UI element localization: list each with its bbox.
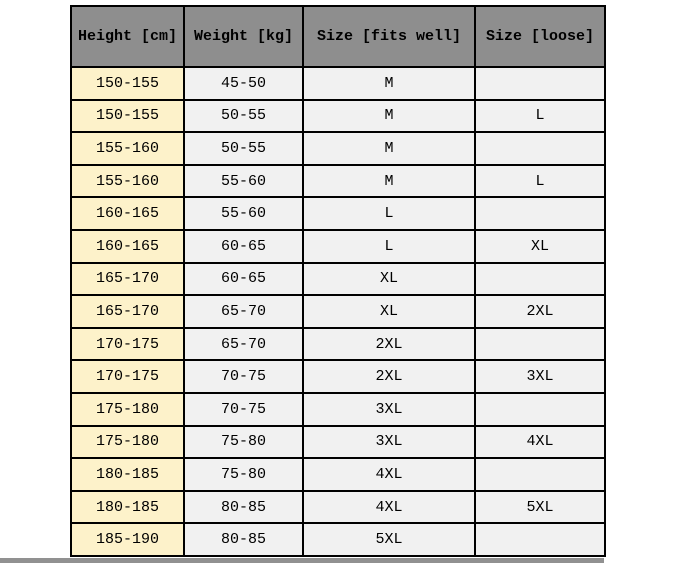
height-cell: 185-190: [70, 522, 185, 557]
height-cell: 160-165: [70, 196, 185, 231]
size-fits-well-cell: XL: [302, 294, 476, 329]
size-fits-well-cell: 2XL: [302, 326, 476, 362]
size-chart-header: Height [cm] Weight [kg] Size [fits well]…: [70, 5, 606, 68]
size-fits-well-cell: 4XL: [302, 489, 476, 525]
size-fits-well-cell: L: [302, 228, 476, 264]
weight-cell: 50-55: [183, 98, 304, 134]
table-row: 160-165 60-65 L XL: [70, 228, 606, 264]
weight-cell: 55-60: [183, 163, 304, 199]
weight-cell: 65-70: [183, 294, 304, 329]
table-row: 155-160 55-60 M L: [70, 163, 606, 199]
table-row: 180-185 80-85 4XL 5XL: [70, 489, 606, 525]
column-header-weight: Weight [kg]: [183, 5, 304, 68]
height-cell: 160-165: [70, 228, 185, 264]
size-fits-well-cell: M: [302, 163, 476, 199]
size-fits-well-cell: M: [302, 66, 476, 101]
weight-cell: 70-75: [183, 359, 304, 394]
table-row: 180-185 75-80 4XL: [70, 457, 606, 492]
weight-cell: 50-55: [183, 131, 304, 166]
table-row: 170-175 65-70 2XL: [70, 326, 606, 362]
size-loose-cell: [474, 261, 606, 297]
size-loose-cell: L: [474, 98, 606, 134]
size-loose-cell: [474, 326, 606, 362]
weight-cell: 65-70: [183, 326, 304, 362]
header-row: Height [cm] Weight [kg] Size [fits well]…: [70, 5, 606, 68]
size-fits-well-cell: 3XL: [302, 391, 476, 427]
height-cell: 170-175: [70, 359, 185, 394]
table-row: 165-170 65-70 XL 2XL: [70, 294, 606, 329]
size-chart-table: Height [cm] Weight [kg] Size [fits well]…: [70, 5, 606, 557]
table-row: 175-180 75-80 3XL 4XL: [70, 424, 606, 460]
weight-cell: 70-75: [183, 391, 304, 427]
size-fits-well-cell: 3XL: [302, 424, 476, 460]
size-chart-body: 150-155 45-50 M 150-155 50-55 M L 155-160 50-55 M…: [70, 66, 606, 557]
height-cell: 180-185: [70, 457, 185, 492]
weight-cell: 45-50: [183, 66, 304, 101]
weight-cell: 75-80: [183, 424, 304, 460]
height-cell: 150-155: [70, 98, 185, 134]
table-row: 150-155 50-55 M L: [70, 98, 606, 134]
weight-cell: 60-65: [183, 228, 304, 264]
height-cell: 170-175: [70, 326, 185, 362]
size-loose-cell: L: [474, 163, 606, 199]
size-loose-cell: 3XL: [474, 359, 606, 394]
bottom-gray-bar: [0, 558, 604, 563]
size-loose-cell: [474, 391, 606, 427]
table-row: 160-165 55-60 L: [70, 196, 606, 231]
size-loose-cell: [474, 522, 606, 557]
size-loose-cell: [474, 66, 606, 101]
column-header-size-fits-well: Size [fits well]: [302, 5, 476, 68]
size-fits-well-cell: 5XL: [302, 522, 476, 557]
table-row: 175-180 70-75 3XL: [70, 391, 606, 427]
weight-cell: 60-65: [183, 261, 304, 297]
height-cell: 150-155: [70, 66, 185, 101]
table-row: 170-175 70-75 2XL 3XL: [70, 359, 606, 394]
table-row: 165-170 60-65 XL: [70, 261, 606, 297]
weight-cell: 75-80: [183, 457, 304, 492]
size-fits-well-cell: XL: [302, 261, 476, 297]
column-header-size-loose: Size [loose]: [474, 5, 606, 68]
size-fits-well-cell: M: [302, 98, 476, 134]
weight-cell: 80-85: [183, 489, 304, 525]
height-cell: 165-170: [70, 261, 185, 297]
weight-cell: 80-85: [183, 522, 304, 557]
table-row: 150-155 45-50 M: [70, 66, 606, 101]
height-cell: 155-160: [70, 131, 185, 166]
size-loose-cell: [474, 457, 606, 492]
size-loose-cell: 2XL: [474, 294, 606, 329]
size-fits-well-cell: 4XL: [302, 457, 476, 492]
size-fits-well-cell: 2XL: [302, 359, 476, 394]
height-cell: 175-180: [70, 391, 185, 427]
table-row: 185-190 80-85 5XL: [70, 522, 606, 557]
height-cell: 175-180: [70, 424, 185, 460]
size-fits-well-cell: M: [302, 131, 476, 166]
size-fits-well-cell: L: [302, 196, 476, 231]
size-loose-cell: 5XL: [474, 489, 606, 525]
height-cell: 165-170: [70, 294, 185, 329]
column-header-height: Height [cm]: [70, 5, 185, 68]
height-cell: 180-185: [70, 489, 185, 525]
size-loose-cell: 4XL: [474, 424, 606, 460]
height-cell: 155-160: [70, 163, 185, 199]
table-row: 155-160 50-55 M: [70, 131, 606, 166]
size-loose-cell: [474, 196, 606, 231]
size-loose-cell: XL: [474, 228, 606, 264]
weight-cell: 55-60: [183, 196, 304, 231]
size-loose-cell: [474, 131, 606, 166]
